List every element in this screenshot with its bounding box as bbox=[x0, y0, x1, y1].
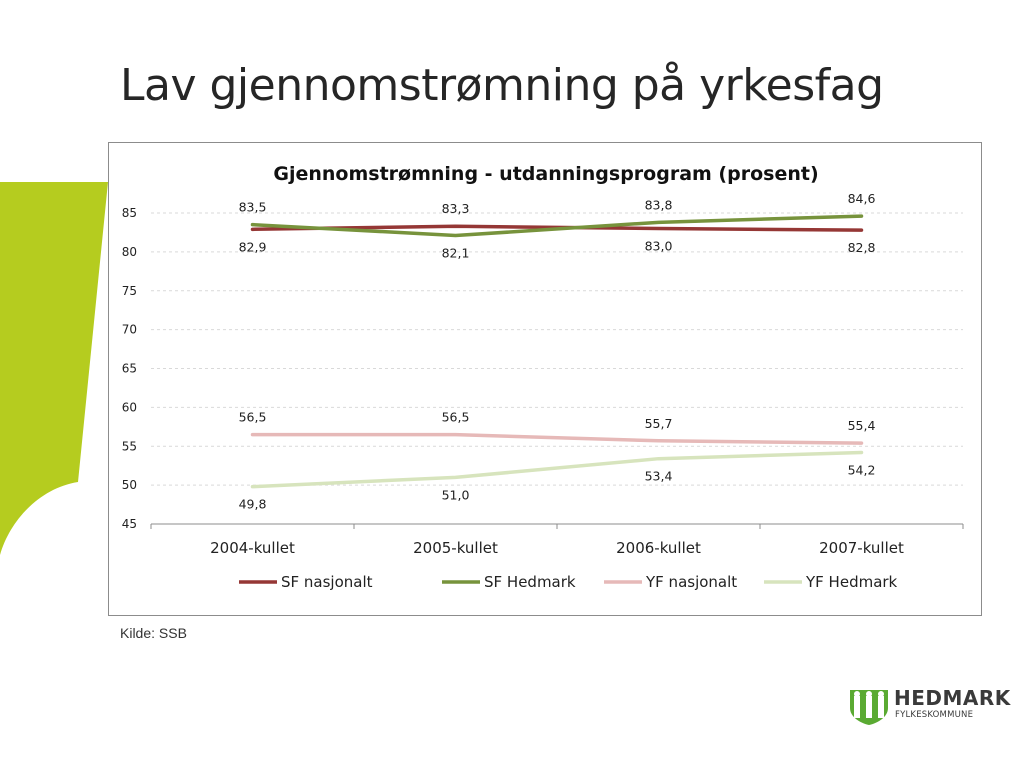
y-tick-label: 70 bbox=[122, 323, 137, 337]
chart-series bbox=[250, 214, 864, 489]
y-tick-label: 85 bbox=[122, 206, 137, 220]
chart-legend: SF nasjonalt SF Hedmark YF nasjonalt YF Hed… bbox=[239, 573, 898, 591]
y-tick-label: 60 bbox=[122, 400, 137, 414]
y-tick-label: 55 bbox=[122, 439, 137, 453]
slide-title: Lav gjennomstrømning på yrkesfag bbox=[120, 60, 884, 111]
y-tick-label: 50 bbox=[122, 478, 137, 492]
chart-data-labels: 82,9 83,3 83,0 82,8 83,5 82,1 83,8 84,6 56,5 56,5… bbox=[239, 191, 876, 512]
x-tick-label: 2007-kullet bbox=[819, 539, 904, 557]
data-label: 83,5 bbox=[239, 200, 267, 215]
decorative-accent-shape bbox=[0, 182, 108, 555]
data-label: 84,6 bbox=[848, 191, 876, 206]
source-note: Kilde: SSB bbox=[120, 625, 187, 641]
series-line-3 bbox=[250, 450, 864, 489]
legend-label: YF nasjonalt bbox=[645, 573, 737, 591]
data-label: 83,0 bbox=[645, 239, 673, 254]
data-label: 55,7 bbox=[645, 416, 673, 431]
data-label: 82,8 bbox=[848, 240, 876, 255]
data-label: 56,5 bbox=[442, 410, 470, 425]
legend-label: SF nasjonalt bbox=[281, 573, 373, 591]
data-label: 83,8 bbox=[645, 197, 673, 212]
series-line-2 bbox=[250, 432, 864, 445]
data-label: 82,9 bbox=[239, 239, 267, 254]
data-label: 53,4 bbox=[645, 469, 673, 484]
chart-frame: Gjennomstrømning - utdanningsprogram (pr… bbox=[108, 142, 982, 616]
data-label: 54,2 bbox=[848, 462, 876, 477]
legend-label: YF Hedmark bbox=[805, 573, 898, 591]
y-tick-label: 80 bbox=[122, 245, 137, 259]
x-tick-label: 2005-kullet bbox=[413, 539, 498, 557]
series-line-1 bbox=[250, 214, 864, 238]
data-label: 55,4 bbox=[848, 418, 876, 433]
data-label: 83,3 bbox=[442, 201, 470, 216]
logo-subtitle: FYLKESKOMMUNE bbox=[895, 710, 974, 720]
y-tick-label: 65 bbox=[122, 362, 137, 376]
data-label: 51,0 bbox=[442, 487, 470, 502]
data-label: 82,1 bbox=[442, 246, 470, 261]
y-tick-label: 75 bbox=[122, 284, 137, 298]
chart-title: Gjennomstrømning - utdanningsprogram (pr… bbox=[273, 163, 818, 185]
y-tick-label: 45 bbox=[122, 517, 137, 531]
data-label: 49,8 bbox=[239, 497, 267, 512]
line-chart: Gjennomstrømning - utdanningsprogram (pr… bbox=[122, 163, 964, 591]
logo-name: HEDMARK bbox=[894, 686, 1011, 710]
hedmark-coat-of-arms-icon bbox=[850, 690, 888, 725]
data-label: 56,5 bbox=[239, 410, 267, 425]
chart-axes: 45 50 55 60 65 70 75 80 85 2004-kullet 2005-kullet… bbox=[122, 206, 964, 557]
x-tick-label: 2006-kullet bbox=[616, 539, 701, 557]
x-tick-label: 2004-kullet bbox=[210, 539, 295, 557]
hedmark-logo: HEDMARK FYLKESKOMMUNE bbox=[848, 684, 1010, 728]
legend-label: SF Hedmark bbox=[484, 573, 576, 591]
